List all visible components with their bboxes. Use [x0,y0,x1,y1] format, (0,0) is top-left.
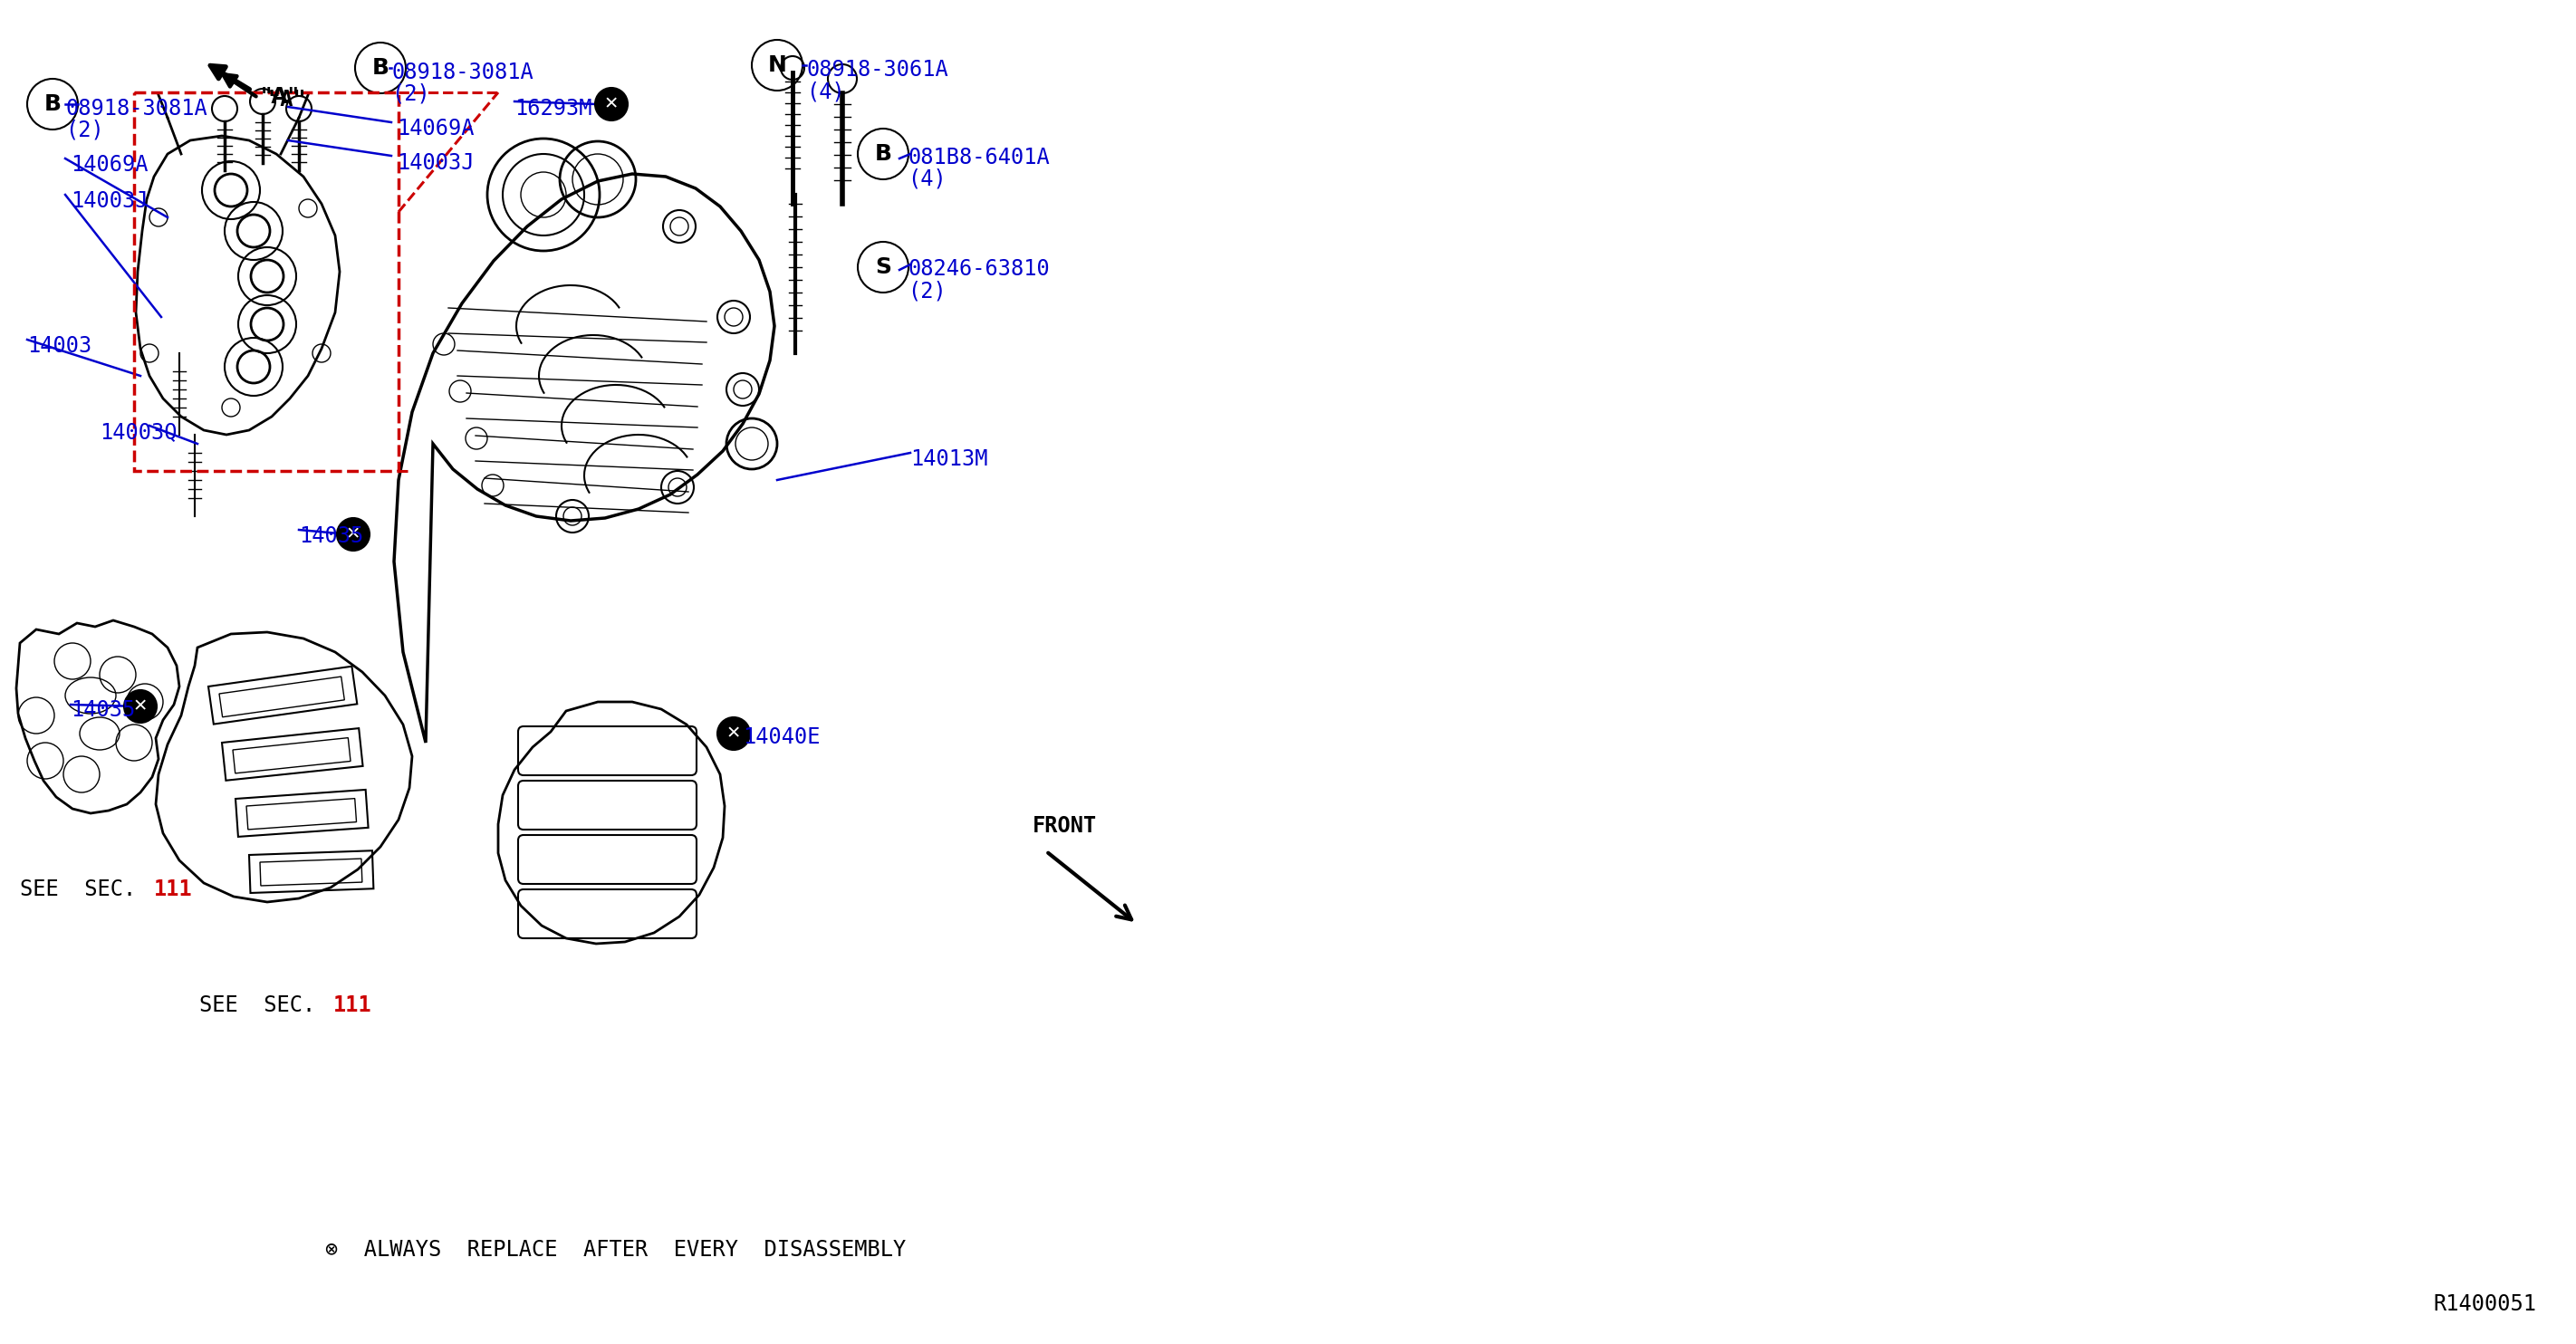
Text: 081B8-6401A: 081B8-6401A [907,146,1048,168]
Circle shape [716,718,750,750]
Bar [234,790,368,837]
Text: FRONT: FRONT [1033,814,1097,837]
Bar [247,798,355,829]
Text: 14035: 14035 [70,699,134,720]
Text: 14003J: 14003J [397,152,474,173]
Text: N: N [768,54,786,77]
Circle shape [337,517,368,551]
Text: (2): (2) [64,120,103,141]
Text: 111: 111 [332,995,371,1016]
Text: 14040E: 14040E [742,726,819,749]
Text: "A": "A" [260,86,299,108]
Text: 08246-63810: 08246-63810 [907,258,1048,280]
Text: (2): (2) [392,83,430,105]
Circle shape [124,689,157,723]
Text: 14069A: 14069A [70,155,147,176]
Text: 14035: 14035 [299,526,363,547]
Bar [134,93,399,470]
Text: 111: 111 [155,879,193,900]
Text: ✕: ✕ [134,698,147,715]
Text: B: B [873,142,891,165]
Text: R1400051: R1400051 [2432,1293,2537,1314]
Text: S: S [876,257,891,278]
Text: "A": "A" [268,89,307,110]
Text: ✕: ✕ [726,724,742,742]
Bar [260,859,363,886]
Text: (4): (4) [806,82,845,103]
Text: 14003J: 14003J [70,191,147,212]
Bar [219,676,345,718]
Text: (4): (4) [907,168,945,191]
Text: B: B [371,56,389,79]
Text: 08918-3081A: 08918-3081A [392,62,533,83]
Text: (2): (2) [907,281,945,302]
Text: B: B [44,93,62,116]
Bar [232,738,350,773]
Bar [222,728,363,781]
Text: ✕: ✕ [603,95,618,113]
Text: SEE  SEC.: SEE SEC. [21,879,137,900]
Text: ✕: ✕ [345,526,361,543]
Text: 14003: 14003 [28,335,93,356]
Text: ⊗  ALWAYS  REPLACE  AFTER  EVERY  DISASSEMBLY: ⊗ ALWAYS REPLACE AFTER EVERY DISASSEMBLY [325,1239,907,1261]
Text: 14013M: 14013M [909,449,987,470]
Text: 08918-3061A: 08918-3061A [806,59,948,81]
Text: 14003Q: 14003Q [100,421,178,444]
Text: SEE  SEC.: SEE SEC. [198,995,314,1016]
Text: 14069A: 14069A [397,118,474,140]
Text: 08918-3081A: 08918-3081A [64,98,206,120]
Text: 16293M: 16293M [515,98,592,120]
Bar [209,667,358,724]
Bar [250,851,374,892]
Circle shape [595,87,629,121]
